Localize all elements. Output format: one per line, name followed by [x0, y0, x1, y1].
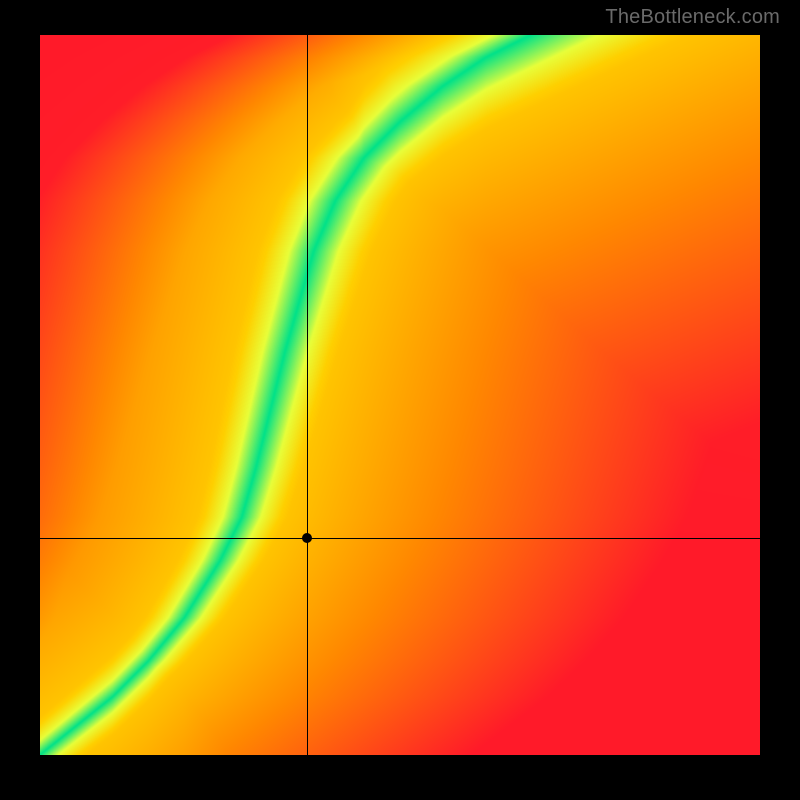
- crosshair-marker: [302, 533, 312, 543]
- chart-container: TheBottleneck.com: [0, 0, 800, 800]
- watermark-text: TheBottleneck.com: [605, 6, 780, 29]
- crosshair-horizontal: [40, 538, 760, 539]
- heatmap-canvas: [40, 35, 760, 755]
- crosshair-vertical: [307, 35, 308, 755]
